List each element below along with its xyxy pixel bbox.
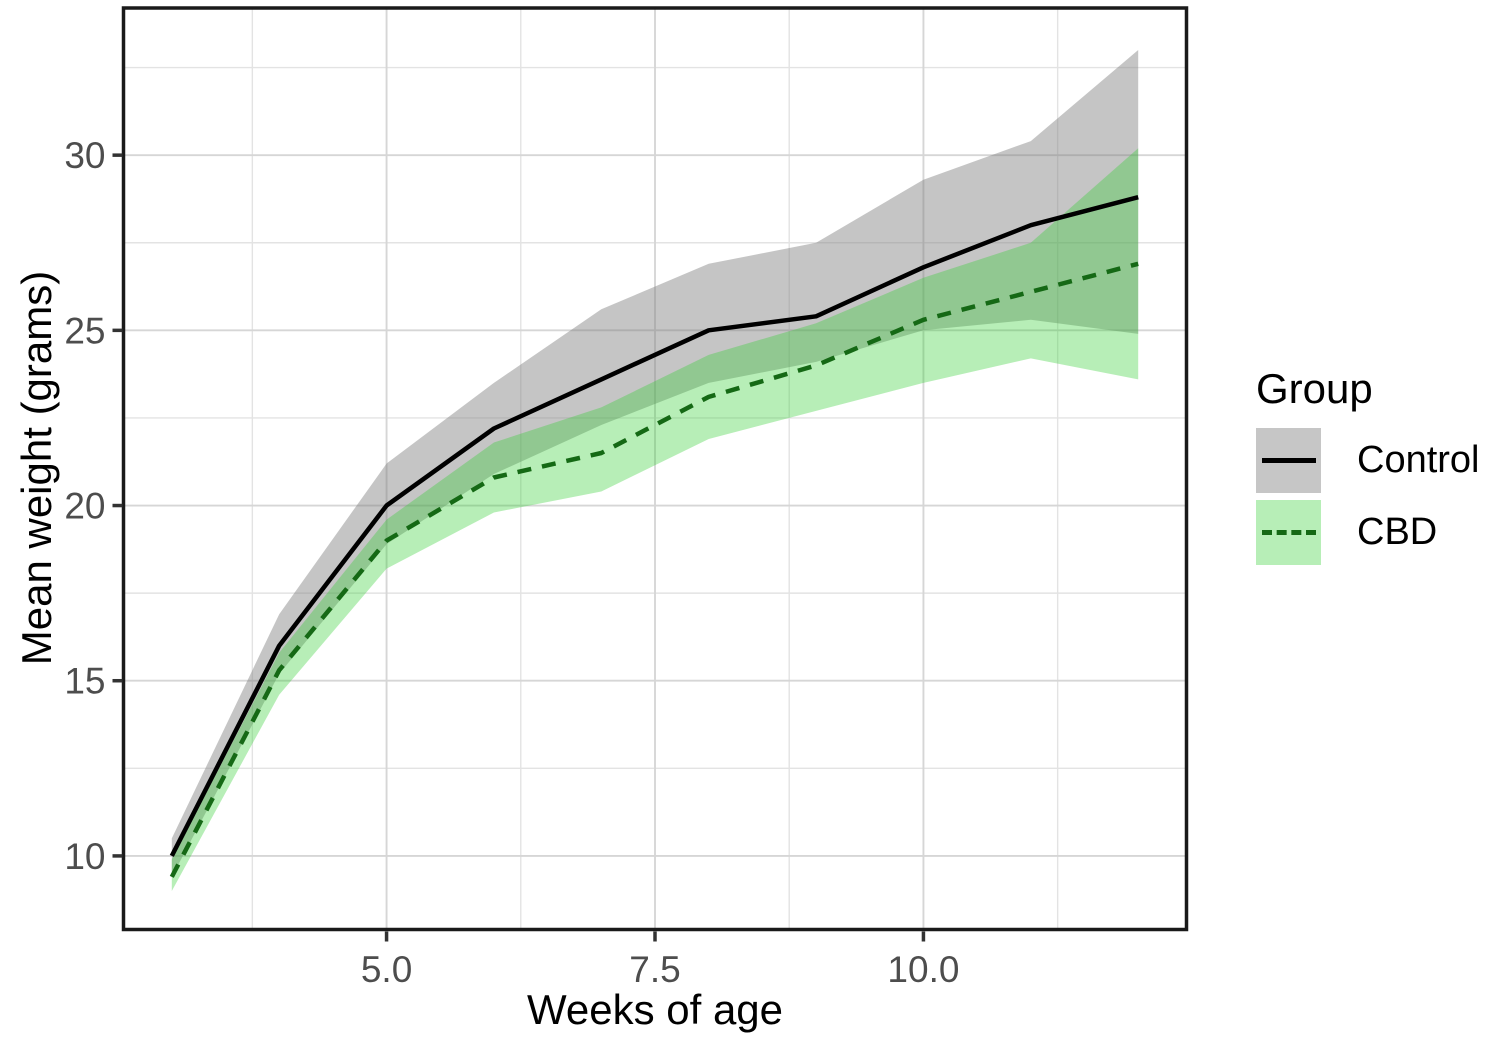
- cbd-ribbon-swatch: [1256, 500, 1321, 566]
- x-tick-label: 5.0: [361, 949, 412, 990]
- y-tick-label: 25: [64, 310, 105, 351]
- legend-item-cbd: CBD: [1256, 500, 1512, 566]
- x-tick-label: 10.0: [887, 949, 959, 990]
- y-tick-label: 15: [64, 661, 105, 702]
- y-tick-label: 10: [64, 836, 105, 877]
- control-line-sample: [1261, 458, 1316, 464]
- y-axis-title: Mean weight (grams): [13, 270, 60, 666]
- ribbon-cbd: [171, 148, 1139, 891]
- line-control: [169, 195, 1139, 857]
- cbd-line-sample: [1261, 530, 1316, 536]
- y-tick-label: 30: [64, 135, 105, 176]
- legend-label-control: Control: [1357, 439, 1480, 482]
- panel-border: [121, 6, 1189, 932]
- ribbon-control: [171, 50, 1139, 877]
- legend-label-cbd: CBD: [1357, 511, 1438, 554]
- legend: Group Control CBD: [1256, 365, 1512, 572]
- y-tick-label: 20: [64, 486, 105, 527]
- legend-item-control: Control: [1256, 428, 1512, 494]
- x-tick-label: 7.5: [629, 949, 680, 990]
- x-axis-title: Weeks of age: [526, 986, 784, 1033]
- legend-title: Group: [1256, 365, 1373, 412]
- control-ribbon-swatch: [1256, 428, 1321, 494]
